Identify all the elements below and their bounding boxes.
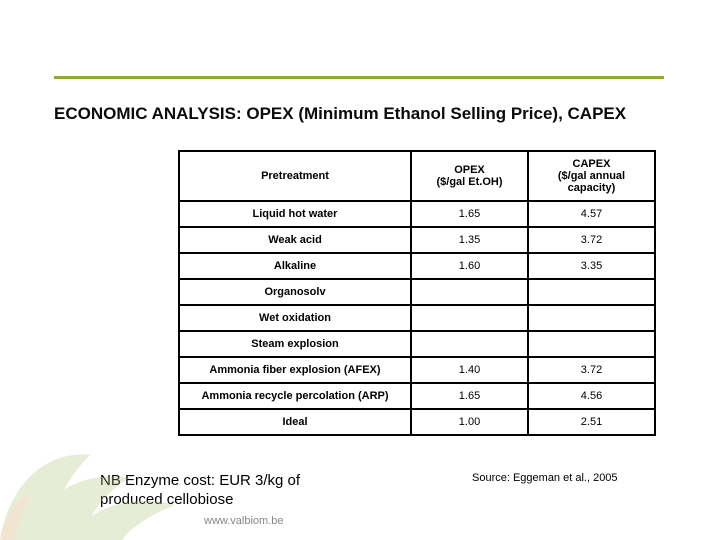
table-header-row: Pretreatment OPEX($/gal Et.OH) CAPEX($/g…	[179, 151, 655, 201]
cell-pretreatment: Liquid hot water	[179, 201, 411, 227]
cell-capex: 3.72	[528, 357, 655, 383]
footnote-enzyme-cost: NB Enzyme cost: EUR 3/kg of produced cel…	[100, 472, 360, 510]
cell-capex: 2.51	[528, 409, 655, 435]
page-title: ECONOMIC ANALYSIS: OPEX (Minimum Ethanol…	[54, 104, 674, 124]
cell-capex: 4.56	[528, 383, 655, 409]
table-row: Steam explosion	[179, 331, 655, 357]
cell-pretreatment: Alkaline	[179, 253, 411, 279]
cell-pretreatment: Organosolv	[179, 279, 411, 305]
table-row: Organosolv	[179, 279, 655, 305]
table-row: Wet oxidation	[179, 305, 655, 331]
table-row: Alkaline 1.60 3.35	[179, 253, 655, 279]
cell-pretreatment: Ideal	[179, 409, 411, 435]
cell-opex	[411, 331, 528, 357]
col-header-capex: CAPEX($/gal annual capacity)	[528, 151, 655, 201]
accent-bar	[54, 76, 664, 79]
cell-opex	[411, 305, 528, 331]
table-row: Ideal 1.00 2.51	[179, 409, 655, 435]
col-header-opex: OPEX($/gal Et.OH)	[411, 151, 528, 201]
cell-opex: 1.65	[411, 201, 528, 227]
cell-capex: 3.72	[528, 227, 655, 253]
col-header-pretreatment: Pretreatment	[179, 151, 411, 201]
cell-capex	[528, 331, 655, 357]
table-row: Ammonia recycle percolation (ARP) 1.65 4…	[179, 383, 655, 409]
table-body: Liquid hot water 1.65 4.57 Weak acid 1.3…	[179, 201, 655, 435]
citation-source: Source: Eggeman et al., 2005	[472, 472, 618, 484]
cell-pretreatment: Ammonia fiber explosion (AFEX)	[179, 357, 411, 383]
footer-url: www.valbiom.be	[204, 515, 283, 527]
cell-pretreatment: Steam explosion	[179, 331, 411, 357]
table-row: Weak acid 1.35 3.72	[179, 227, 655, 253]
cell-pretreatment: Wet oxidation	[179, 305, 411, 331]
cell-capex: 4.57	[528, 201, 655, 227]
cell-capex: 3.35	[528, 253, 655, 279]
cell-opex: 1.40	[411, 357, 528, 383]
cell-capex	[528, 279, 655, 305]
cell-pretreatment: Ammonia recycle percolation (ARP)	[179, 383, 411, 409]
cell-opex	[411, 279, 528, 305]
economics-table: Pretreatment OPEX($/gal Et.OH) CAPEX($/g…	[178, 150, 656, 436]
cell-opex: 1.65	[411, 383, 528, 409]
cell-opex: 1.35	[411, 227, 528, 253]
cell-pretreatment: Weak acid	[179, 227, 411, 253]
cell-capex	[528, 305, 655, 331]
table-row: Liquid hot water 1.65 4.57	[179, 201, 655, 227]
table-row: Ammonia fiber explosion (AFEX) 1.40 3.72	[179, 357, 655, 383]
cell-opex: 1.00	[411, 409, 528, 435]
cell-opex: 1.60	[411, 253, 528, 279]
